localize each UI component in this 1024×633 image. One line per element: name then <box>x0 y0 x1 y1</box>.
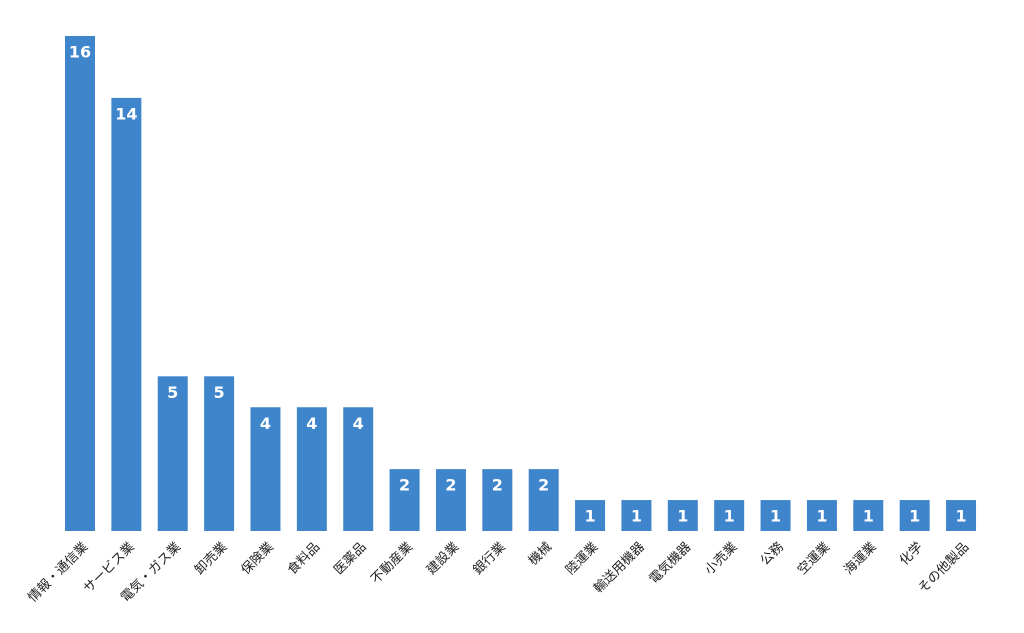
bar <box>899 500 930 531</box>
x-tick-label: 化学 <box>896 539 926 569</box>
x-tick-label: 銀行業 <box>470 539 509 578</box>
value-label: 1 <box>955 507 966 526</box>
bar <box>250 407 281 531</box>
bar <box>528 469 559 531</box>
bar <box>946 500 977 531</box>
bar <box>806 500 837 531</box>
value-label: 14 <box>115 104 137 123</box>
value-label: 1 <box>816 507 827 526</box>
value-label: 1 <box>909 507 920 526</box>
x-tick-label: 公務 <box>758 540 787 569</box>
x-tick-label: 不動産業 <box>368 539 416 587</box>
value-label: 16 <box>69 43 91 62</box>
value-label: 1 <box>631 507 642 526</box>
value-label: 4 <box>353 414 364 433</box>
bar <box>157 376 188 531</box>
x-tick-label: 海運業 <box>841 539 880 578</box>
bar <box>296 407 327 531</box>
bar <box>575 500 606 531</box>
x-tick-label: 卸売業 <box>192 539 231 578</box>
bar <box>204 376 235 531</box>
bar <box>621 500 652 531</box>
bar <box>482 469 513 531</box>
value-label: 1 <box>770 507 781 526</box>
value-label: 5 <box>167 383 178 402</box>
value-label: 1 <box>863 507 874 526</box>
x-tick-label: 医薬品 <box>331 540 369 578</box>
x-tick-label: 空運業 <box>794 539 833 578</box>
bar <box>667 500 698 531</box>
x-tick-label: その他製品 <box>916 540 973 597</box>
bar <box>714 500 745 531</box>
value-label: 1 <box>677 507 688 526</box>
x-tick-label: 小売業 <box>702 539 741 578</box>
x-tick-label: 機械 <box>526 540 555 569</box>
value-label: 2 <box>492 476 503 495</box>
value-label: 2 <box>445 476 456 495</box>
bar <box>111 97 142 531</box>
x-tick-label: 建設業 <box>423 539 462 578</box>
value-label: 2 <box>538 476 549 495</box>
value-label: 1 <box>584 507 595 526</box>
x-tick-label: 食料品 <box>284 539 323 578</box>
value-label: 2 <box>399 476 410 495</box>
x-tick-label: 輸送用機器 <box>591 540 648 597</box>
bar <box>853 500 884 531</box>
x-tick-label: 陸運業 <box>562 539 601 578</box>
bar <box>760 500 791 531</box>
x-tick-label: 保険業 <box>238 539 277 578</box>
bar <box>65 36 95 531</box>
x-tick-label: 情報・通信業 <box>25 539 91 605</box>
bar <box>435 469 466 531</box>
value-label: 4 <box>260 414 271 433</box>
bar <box>389 469 420 531</box>
x-tick-label: 電気機器 <box>646 539 694 587</box>
value-label: 4 <box>306 414 317 433</box>
value-label: 1 <box>724 507 735 526</box>
bar <box>343 407 374 531</box>
value-label: 5 <box>214 383 225 402</box>
